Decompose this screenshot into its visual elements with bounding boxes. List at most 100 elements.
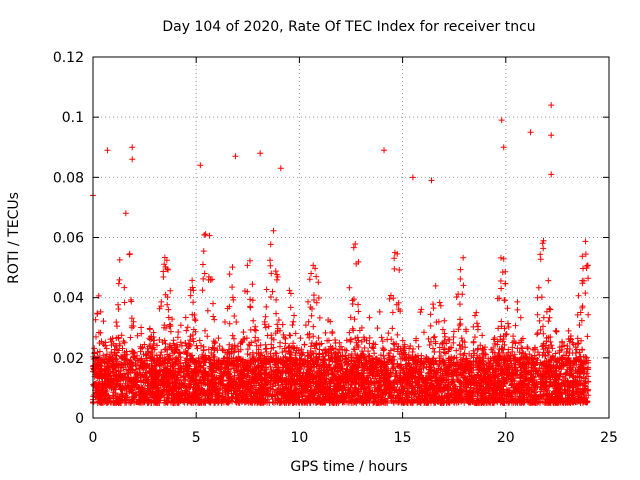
data-point — [396, 365, 403, 372]
data-point — [136, 365, 143, 372]
data-point — [287, 304, 294, 311]
data-point — [274, 321, 281, 328]
data-point — [156, 305, 163, 312]
data-point — [512, 340, 519, 347]
data-point — [118, 332, 125, 339]
data-point — [249, 349, 256, 356]
data-point — [457, 357, 464, 364]
data-point — [582, 380, 589, 386]
data-point — [219, 346, 226, 353]
data-point — [308, 365, 315, 372]
data-point — [415, 343, 422, 350]
data-point — [197, 363, 204, 370]
data-point — [380, 377, 387, 384]
data-point — [437, 302, 444, 309]
data-point — [537, 326, 544, 333]
data-point — [439, 326, 446, 333]
data-point — [535, 284, 542, 291]
data-point — [581, 385, 588, 392]
data-point — [428, 373, 435, 380]
data-point — [186, 337, 193, 344]
data-point — [194, 345, 201, 352]
data-point — [436, 299, 443, 306]
data-point — [131, 384, 138, 391]
data-point — [307, 387, 314, 394]
data-point — [277, 359, 284, 366]
data-point — [457, 275, 464, 282]
data-point — [578, 317, 585, 324]
data-point — [132, 366, 139, 373]
data-point — [441, 345, 448, 352]
data-point — [439, 340, 446, 347]
data-point — [108, 349, 115, 356]
data-point — [202, 327, 209, 334]
data-point — [460, 282, 467, 289]
data-point — [230, 354, 237, 361]
data-point — [459, 392, 466, 399]
data-point — [453, 359, 460, 366]
data-point — [116, 340, 123, 347]
data-point — [140, 367, 147, 374]
data-point — [525, 381, 532, 388]
data-point — [577, 353, 584, 360]
data-point — [231, 372, 238, 379]
data-point — [473, 358, 480, 365]
data-point — [167, 372, 174, 379]
data-point — [450, 334, 457, 341]
data-point — [190, 299, 197, 306]
data-point — [283, 357, 290, 364]
data-point — [407, 342, 414, 349]
data-point — [567, 333, 574, 340]
data-point — [537, 256, 544, 263]
data-point — [416, 376, 423, 383]
data-point — [501, 376, 508, 383]
data-point — [542, 379, 549, 386]
data-point — [433, 373, 440, 380]
data-point — [498, 285, 505, 292]
data-point — [420, 363, 427, 370]
data-point — [579, 277, 586, 284]
data-points — [90, 102, 592, 406]
chart-title: Day 104 of 2020, Rate Of TEC Index for r… — [162, 19, 535, 35]
data-point — [119, 372, 126, 379]
data-point — [286, 287, 293, 294]
data-point — [339, 352, 346, 359]
data-point — [365, 348, 372, 355]
data-point — [252, 334, 259, 341]
data-point — [521, 362, 528, 369]
data-point — [157, 351, 164, 358]
data-point — [310, 333, 317, 340]
data-point — [322, 346, 329, 353]
data-point — [279, 321, 286, 328]
data-point — [275, 355, 282, 362]
data-point — [210, 313, 217, 320]
data-point — [378, 366, 385, 373]
data-point — [576, 374, 583, 381]
data-point — [314, 359, 321, 366]
data-point — [306, 276, 313, 283]
data-point — [479, 332, 486, 339]
data-point — [371, 350, 378, 357]
data-point — [270, 379, 277, 386]
data-point — [363, 359, 370, 366]
data-point — [457, 351, 464, 358]
data-point — [134, 332, 141, 339]
data-point — [301, 341, 308, 348]
data-point — [562, 379, 569, 386]
data-point — [119, 362, 126, 369]
data-point — [495, 325, 502, 332]
data-point — [332, 337, 339, 344]
data-point — [270, 352, 277, 359]
data-point — [547, 333, 554, 340]
data-point — [461, 350, 468, 357]
data-point — [459, 356, 466, 363]
data-point — [313, 356, 320, 363]
data-point — [577, 309, 584, 316]
data-point — [231, 387, 238, 394]
data-point — [206, 391, 213, 398]
data-point — [91, 362, 98, 369]
data-point — [500, 346, 507, 353]
data-point — [581, 375, 588, 382]
data-point — [257, 342, 264, 349]
